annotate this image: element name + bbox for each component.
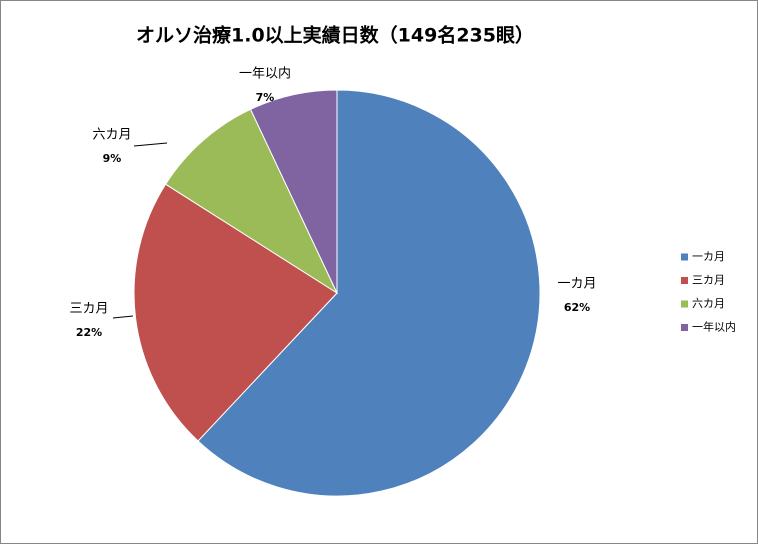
legend-swatch (681, 277, 688, 284)
slice-label: 一カ月 (557, 277, 596, 292)
legend-label: 一カ月 (692, 250, 725, 263)
legend-label: 六カ月 (692, 297, 725, 310)
pie-slice (249, 89, 338, 294)
pie-slice (164, 108, 339, 295)
slice-value: 9% (103, 152, 122, 165)
legend-label: 三カ月 (692, 274, 725, 287)
slice-label: 三カ月 (69, 302, 108, 317)
leader-line (112, 315, 134, 319)
slice-label: 六カ月 (92, 128, 131, 143)
chart-title: オルソ治療1.0以上実績日数（149名235眼） (136, 24, 534, 47)
slice-label: 一年以内 (239, 66, 291, 82)
leader-line (133, 142, 168, 147)
legend-swatch (681, 324, 688, 331)
pie-slice (197, 89, 541, 497)
pie-slice (133, 183, 338, 442)
slice-value: 62% (564, 301, 590, 314)
slice-value: 22% (76, 326, 102, 339)
legend-label: 一年以内 (692, 320, 736, 334)
slice-value: 7% (256, 91, 275, 104)
legend-swatch (681, 300, 688, 308)
legend-swatch (681, 253, 688, 261)
